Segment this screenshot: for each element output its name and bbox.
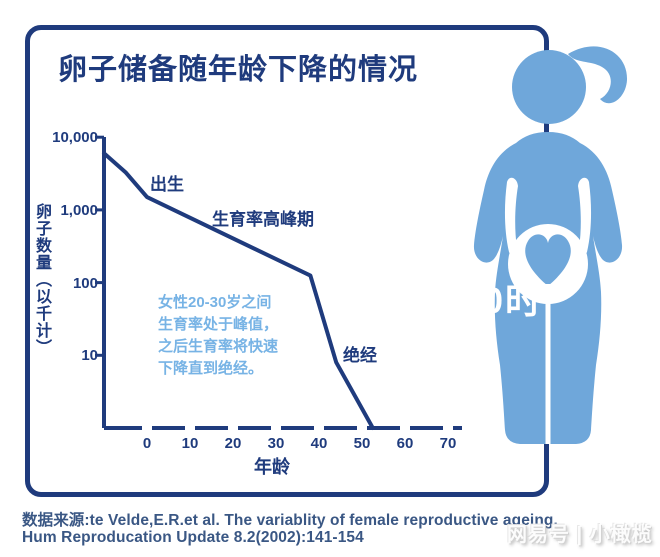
watermark-fragment: 0时 xyxy=(483,280,544,321)
source-line-2: Hum Reproducation Update 8.2(2002):141-1… xyxy=(22,529,364,546)
x-tick-label: 50 xyxy=(353,435,371,452)
x-tick-label: 60 xyxy=(396,435,414,452)
x-tick-label: 40 xyxy=(310,435,328,452)
annotation-peak-fertility: 生育率高峰期 xyxy=(212,210,314,229)
source-line-1: 数据来源:te Velde,E.R.et al. The variablity … xyxy=(22,512,558,529)
y-tick-label: 1,000 xyxy=(60,201,98,219)
y-tick-label: 10,000 xyxy=(52,129,98,147)
x-tick-label: 70 xyxy=(439,435,457,452)
publisher-watermark: 网易号 | 小橄榄 xyxy=(507,524,653,546)
y-tick-label: 10 xyxy=(81,347,98,365)
x-tick-label: 20 xyxy=(224,435,242,452)
y-tick-label: 100 xyxy=(72,274,98,292)
x-axis-label: 年龄 xyxy=(254,457,290,477)
x-tick-label: 30 xyxy=(267,435,285,452)
annotation-menopause: 绝经 xyxy=(343,346,377,365)
x-tick-label: 10 xyxy=(181,435,199,452)
annotation-birth: 出生 xyxy=(150,175,184,194)
y-axis-title: 卵子数量（以千计） xyxy=(33,203,50,356)
fertility-note: 女性20-30岁之间 生育率处于峰值， 之后生育率将快速 下降直到绝经。 xyxy=(158,294,279,377)
x-tick-label: 0 xyxy=(142,435,152,452)
page-title: 卵子储备随年龄下降的情况 xyxy=(58,54,419,86)
